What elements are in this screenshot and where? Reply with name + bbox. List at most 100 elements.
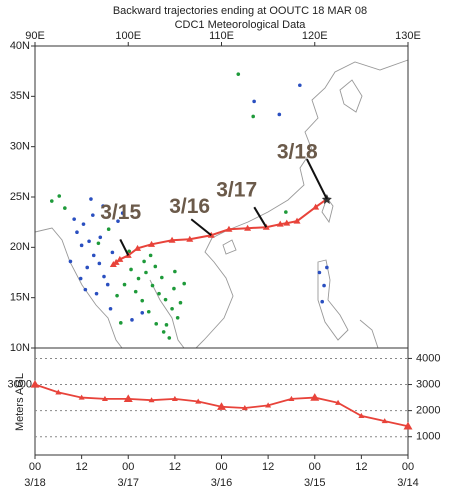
hotspot (148, 253, 153, 258)
height-marker (403, 421, 413, 430)
hotspot (72, 217, 76, 221)
x-tick-date: 3/15 (304, 477, 325, 489)
hotspot (172, 286, 176, 291)
x-tick-date: 3/18 (24, 477, 45, 489)
x-tick-label: 90E (25, 30, 45, 42)
hotspot (164, 323, 169, 327)
x-tick-date: 3/16 (211, 477, 232, 489)
hotspot (163, 297, 168, 302)
hotspot (154, 322, 159, 326)
hotspot (120, 211, 125, 215)
hotspot (102, 274, 106, 279)
hotspot (108, 306, 113, 311)
hotspot (122, 282, 127, 287)
annotation: 3/16 (169, 195, 210, 218)
hotspot (170, 306, 174, 311)
trajectory-marker (148, 240, 156, 247)
height-marker (358, 412, 365, 418)
height-marker (241, 405, 248, 411)
hotspot (136, 276, 141, 281)
y-tick-label: 30N (10, 141, 30, 153)
chart-subtitle: CDC1 Meteorological Data (175, 19, 307, 31)
hotspot (150, 283, 155, 288)
trajectory-marker (276, 220, 284, 227)
hotspot (118, 321, 123, 325)
y-tick-label: 1000 (416, 431, 440, 443)
trajectory-marker (225, 225, 233, 232)
hotspot (252, 99, 256, 104)
y-tick-label: 3000 (416, 378, 440, 390)
hotspot (161, 330, 166, 334)
hotspot (105, 282, 110, 287)
trajectory-marker (244, 224, 252, 231)
x-tick-date: 3/17 (118, 477, 139, 489)
annotation: 3/15 (100, 201, 141, 224)
height-marker (101, 395, 108, 401)
y-tick-label: 4000 (416, 352, 440, 364)
hotspot (89, 197, 93, 201)
x-tick-label: 120E (302, 30, 328, 42)
hotspot (87, 239, 91, 244)
hotspot (91, 253, 96, 258)
y-tick-label: 25N (10, 191, 30, 203)
hotspot (129, 267, 133, 272)
hotspot (133, 289, 138, 294)
height-marker (195, 398, 202, 404)
y-axis-label: Meters AGL (14, 373, 26, 431)
coastlines (34, 59, 409, 349)
hotspot (320, 299, 325, 304)
height-marker (171, 395, 178, 401)
annotation-arrow (190, 218, 212, 237)
hotspot (63, 206, 67, 210)
hotspot (115, 293, 119, 298)
height-marker (148, 397, 155, 403)
hotspot (182, 281, 186, 286)
annotation: 3/17 (216, 179, 257, 202)
hotspot (322, 283, 326, 288)
x-tick-label: 00 (29, 461, 41, 473)
trajectory-marker (116, 255, 124, 262)
hotspot (144, 270, 148, 275)
hotspot (325, 265, 329, 270)
x-tick-label: 00 (309, 461, 321, 473)
hotspot (153, 264, 158, 269)
height-marker (265, 402, 272, 408)
hotspot (106, 227, 111, 232)
hotspot (284, 210, 288, 214)
x-tick-label: 12 (76, 461, 88, 473)
hotspot (167, 336, 172, 340)
trajectory-marker (293, 217, 301, 224)
hotspot (81, 222, 86, 226)
hotspot (85, 265, 90, 270)
hotspot (57, 194, 62, 198)
hotspot (142, 259, 146, 264)
x-tick-label: 12 (169, 461, 181, 473)
hotspot (96, 241, 101, 246)
x-tick-date: 3/14 (397, 477, 418, 489)
trajectory-marker (312, 203, 320, 210)
chart-title: Backward trajectories ending at OOUTC 18… (113, 5, 367, 17)
hotspot (236, 72, 241, 76)
x-tick-label: 100E (115, 30, 141, 42)
hotspot (146, 309, 151, 314)
height-marker (381, 418, 388, 424)
height-marker (55, 389, 62, 395)
hotspot (110, 250, 115, 255)
y-tick-label: 40N (10, 40, 30, 52)
trajectory-marker (283, 219, 291, 226)
x-tick-label: 130E (395, 30, 421, 42)
annotation-arrow (119, 238, 130, 256)
hotspot (317, 270, 322, 275)
x-tick-label: 110E (209, 30, 234, 42)
hotspot (101, 204, 105, 208)
trajectory-line (112, 198, 328, 266)
hotspot (251, 114, 256, 119)
x-tick-label: 00 (402, 461, 414, 473)
trajectory-marker (168, 236, 176, 243)
annotation-arrow (305, 158, 328, 200)
height-marker (78, 394, 85, 400)
hotspot (94, 291, 99, 296)
x-tick-label: 00 (122, 461, 134, 473)
y-tick-label: 10N (10, 342, 30, 354)
